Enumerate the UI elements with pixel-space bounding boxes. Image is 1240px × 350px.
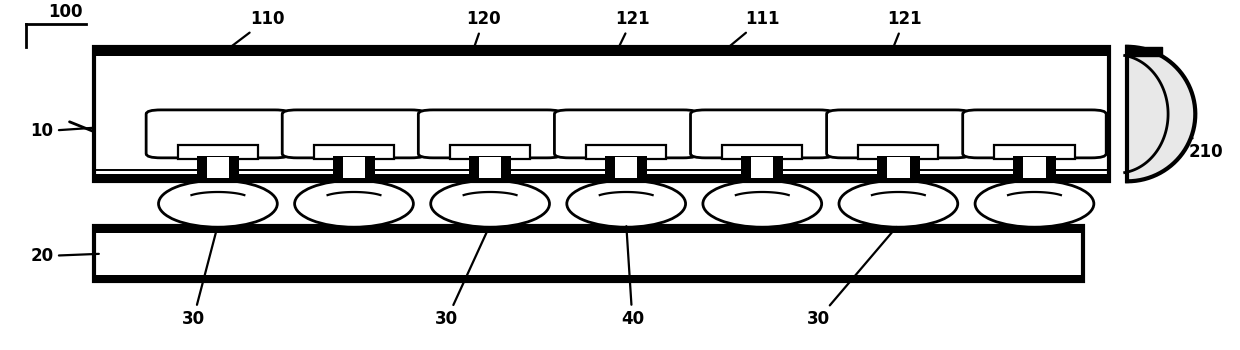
Bar xyxy=(177,145,258,159)
FancyBboxPatch shape xyxy=(554,110,698,158)
Text: 120: 120 xyxy=(448,10,501,123)
Ellipse shape xyxy=(839,180,957,227)
Text: 30: 30 xyxy=(806,227,897,328)
Text: 40: 40 xyxy=(621,226,644,328)
Bar xyxy=(722,145,802,159)
Text: 20: 20 xyxy=(30,247,99,265)
FancyBboxPatch shape xyxy=(418,110,562,158)
Bar xyxy=(197,156,239,182)
Text: 121: 121 xyxy=(859,10,921,131)
Text: 10: 10 xyxy=(30,122,95,140)
Bar xyxy=(587,145,666,159)
Bar xyxy=(615,157,637,178)
Text: 210: 210 xyxy=(1171,116,1224,161)
Bar xyxy=(605,156,647,182)
Bar xyxy=(94,174,1109,181)
Ellipse shape xyxy=(430,180,549,227)
Ellipse shape xyxy=(295,180,413,227)
Bar xyxy=(751,157,774,178)
FancyBboxPatch shape xyxy=(962,110,1106,158)
Bar xyxy=(742,156,784,182)
Ellipse shape xyxy=(159,180,278,227)
Bar xyxy=(94,47,1109,181)
Ellipse shape xyxy=(975,180,1094,227)
Bar xyxy=(479,157,501,178)
Bar xyxy=(469,156,511,182)
Text: 30: 30 xyxy=(181,228,217,328)
FancyBboxPatch shape xyxy=(691,110,835,158)
Bar xyxy=(450,145,531,159)
FancyBboxPatch shape xyxy=(283,110,425,158)
Bar xyxy=(94,275,1084,281)
Bar xyxy=(1023,157,1045,178)
Polygon shape xyxy=(1127,47,1195,181)
Bar xyxy=(94,226,1084,281)
Ellipse shape xyxy=(703,180,822,227)
Text: 30: 30 xyxy=(435,228,489,328)
Text: 100: 100 xyxy=(48,3,83,21)
Bar xyxy=(207,157,229,178)
Text: 110: 110 xyxy=(227,10,285,50)
FancyBboxPatch shape xyxy=(827,110,970,158)
FancyBboxPatch shape xyxy=(146,110,290,158)
Bar xyxy=(94,226,1084,233)
Bar xyxy=(332,156,376,182)
Bar xyxy=(994,145,1075,159)
Bar xyxy=(314,145,394,159)
Bar xyxy=(1013,156,1055,182)
Text: 111: 111 xyxy=(712,10,780,62)
Bar xyxy=(888,157,909,178)
Bar xyxy=(94,47,1109,56)
Ellipse shape xyxy=(567,180,686,227)
Bar xyxy=(858,145,939,159)
Bar xyxy=(343,157,365,178)
Bar xyxy=(877,156,920,182)
Text: 121: 121 xyxy=(578,10,650,131)
